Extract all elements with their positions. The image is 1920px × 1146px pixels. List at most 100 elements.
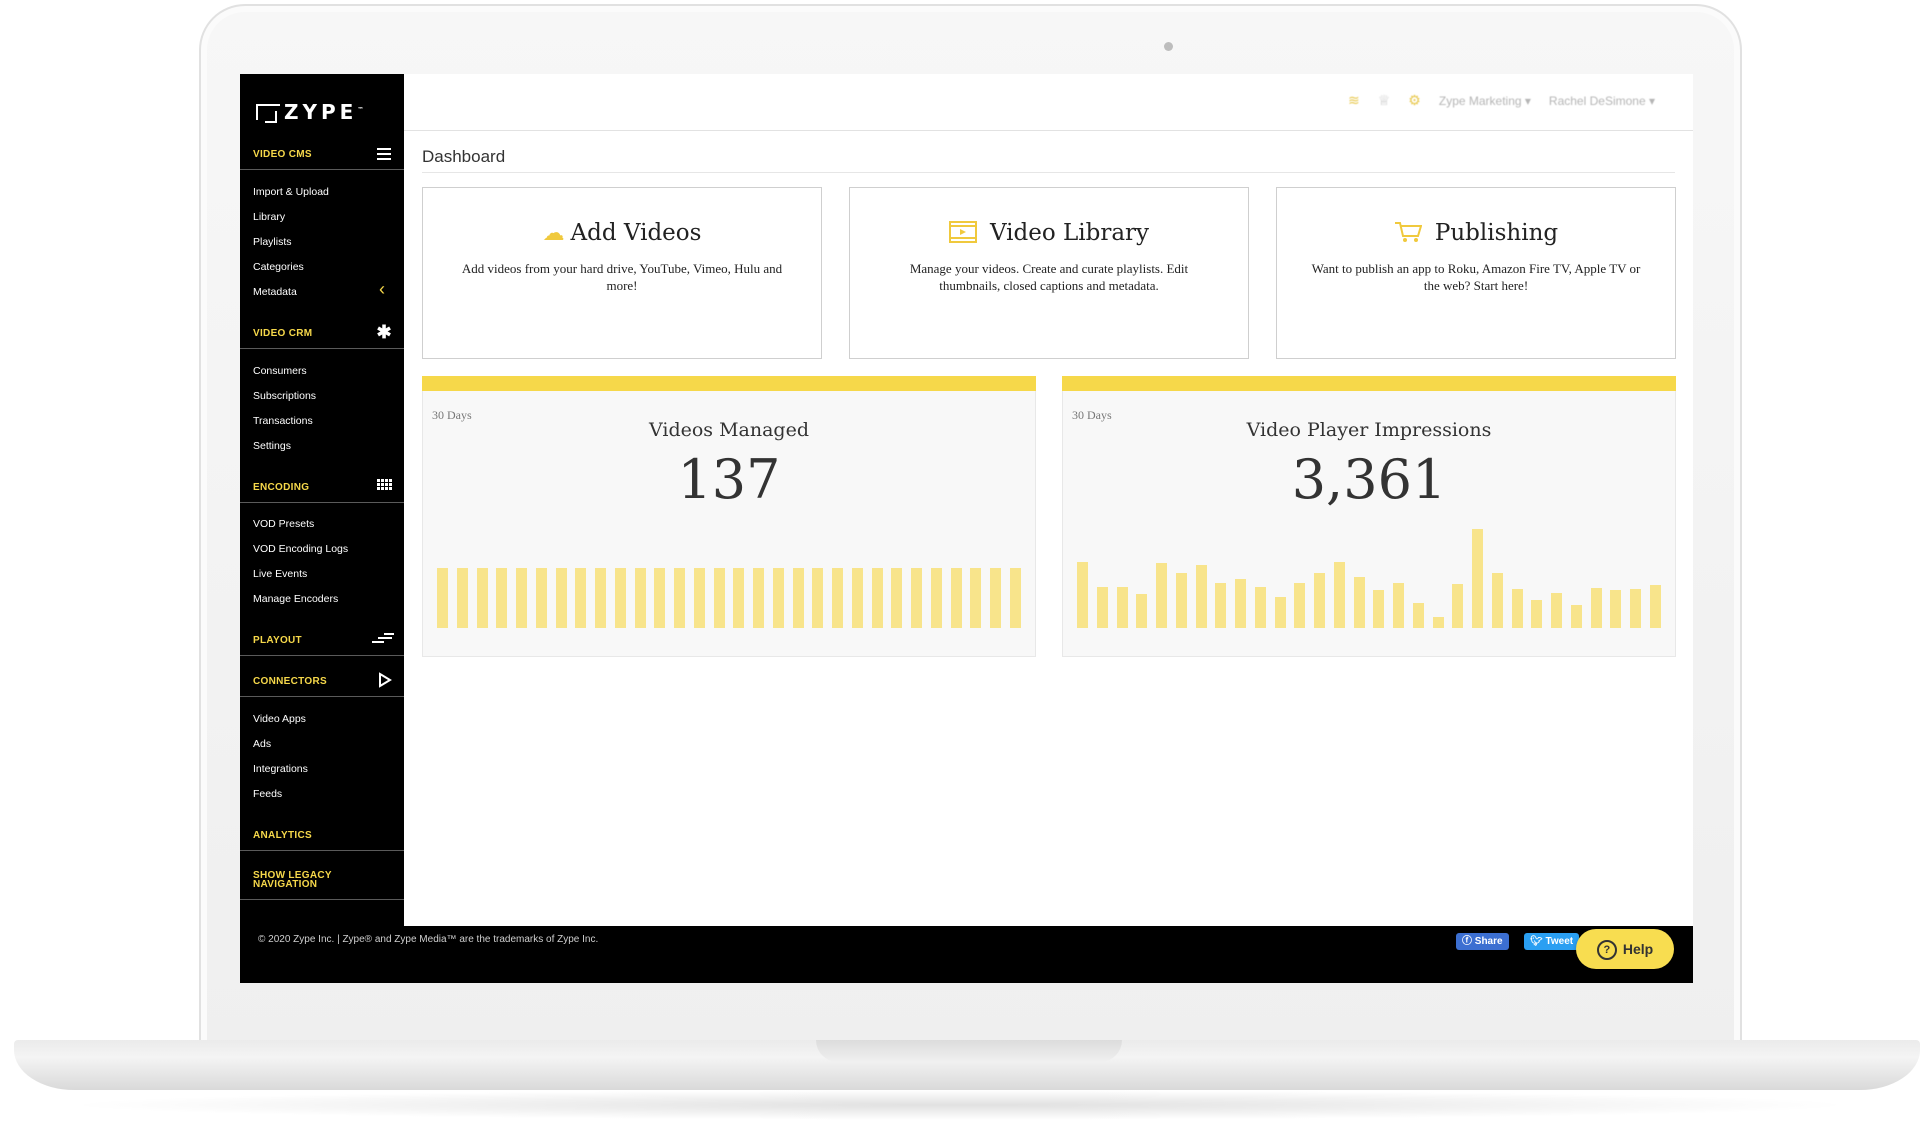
sparkline-bar — [753, 568, 764, 628]
sparkline-bar — [930, 568, 942, 628]
sparkline-bar — [1511, 589, 1523, 628]
sparkline-bar — [1610, 590, 1622, 628]
sparkline-bar — [1570, 605, 1582, 628]
laptop-notch — [816, 1040, 1122, 1062]
sparkline-bar — [1175, 573, 1187, 628]
sparkline-bar — [733, 568, 745, 628]
section-label: ENCODING — [253, 482, 310, 493]
sparkline-bar — [812, 568, 824, 628]
tweet-button[interactable]: 🐦︎ Tweet — [1524, 933, 1580, 950]
user-menu[interactable]: Rachel DeSimone ▾ — [1548, 93, 1655, 108]
card-video-library[interactable]: Video Library Manage your videos. Create… — [849, 187, 1249, 359]
sparkline-bar — [1353, 577, 1365, 628]
sparkline-bar — [1314, 573, 1325, 628]
title-divider — [422, 172, 1675, 173]
collapse-chevron-icon[interactable]: ‹ — [379, 279, 385, 299]
hamburger-icon[interactable] — [376, 145, 392, 161]
sidebar-item-live-events[interactable]: Live Events — [253, 568, 308, 580]
question-icon: ? — [1596, 940, 1617, 961]
sparkline-bar — [1136, 594, 1148, 628]
app-screen: ZYPE™ VIDEO CMS Import & Upload Library … — [240, 74, 1693, 983]
sparkline-bar — [1235, 579, 1246, 628]
sparkline-bar — [476, 568, 488, 628]
settings-icon[interactable]: ⚙ — [1408, 92, 1421, 108]
sidebar-item-vod-encoding-logs[interactable]: VOD Encoding Logs — [253, 543, 349, 555]
twitter-bird-icon: 🐦︎ — [1530, 936, 1546, 947]
card-title: Publishing — [1277, 220, 1675, 246]
sidebar-section-playout[interactable]: PLAYOUT — [240, 623, 404, 656]
zype-logo[interactable]: ZYPE™ — [256, 100, 363, 124]
sparkline-bar — [1373, 590, 1385, 628]
sparkline-bar — [1156, 563, 1167, 628]
sparkline-bar — [1649, 585, 1661, 628]
sidebar-show-legacy-navigation[interactable]: SHOW LEGACY NAVIGATION — [240, 859, 404, 900]
sidebar-item-categories[interactable]: Categories — [253, 261, 304, 273]
help-button[interactable]: ? Help — [1576, 929, 1674, 969]
laptop-shadow — [60, 1090, 1860, 1120]
sidebar-item-vod-presets[interactable]: VOD Presets — [253, 518, 315, 530]
sparkline-bar — [555, 568, 567, 628]
sparkline-bar — [970, 568, 982, 628]
stat-panel-video-player-impressions: 30 Days Video Player Impressions 3,361 — [1062, 376, 1676, 657]
sidebar-item-ads[interactable]: Ads — [253, 738, 272, 750]
sidebar-item-video-apps[interactable]: Video Apps — [253, 713, 306, 725]
sparkline-bar — [437, 568, 448, 628]
sidebar-section-encoding[interactable]: ENCODING — [240, 470, 404, 503]
facebook-share-button[interactable]: ⓕ Share — [1456, 933, 1509, 950]
film-icon — [948, 221, 984, 246]
sidebar-section-video-crm[interactable]: VIDEO CRM ✱ — [240, 316, 404, 349]
sparkline-bar — [772, 568, 784, 628]
sparkline-bar — [456, 568, 468, 628]
sparkline-bar — [1590, 588, 1602, 628]
stairs-icon[interactable] — [370, 631, 394, 647]
card-description: Add videos from your hard drive, YouTube… — [461, 261, 783, 293]
sparkline-bar — [1096, 587, 1108, 628]
card-publishing[interactable]: Publishing Want to publish an app to Rok… — [1276, 187, 1676, 359]
sidebar-item-import-upload[interactable]: Import & Upload — [253, 186, 329, 198]
sparkline-bar — [1432, 617, 1444, 628]
sparkline-bars — [437, 528, 1021, 628]
panel-value: 3,361 — [1291, 448, 1447, 511]
sparkline-bar — [654, 568, 666, 628]
sparkline-bar — [1393, 583, 1404, 628]
sparkline-bar — [1077, 562, 1088, 628]
sidebar-item-library[interactable]: Library — [253, 211, 286, 223]
sidebar-section-connectors[interactable]: CONNECTORS — [240, 664, 404, 697]
top-bar: ≋ ♕ ⚙ Zype Marketing ▾ Rachel DeSimone ▾ — [404, 74, 1693, 131]
grid-icon[interactable] — [376, 478, 392, 494]
sparkline-bar — [792, 568, 804, 628]
sidebar-item-subscriptions[interactable]: Subscriptions — [253, 390, 317, 402]
footer: © 2020 Zype Inc. | Zype® and Zype Media™… — [240, 926, 1693, 983]
sparkline-bar — [1630, 589, 1641, 628]
sidebar-item-manage-encoders[interactable]: Manage Encoders — [253, 593, 339, 605]
section-label: PLAYOUT — [253, 635, 302, 646]
account-switcher[interactable]: Zype Marketing ▾ — [1438, 93, 1531, 108]
sidebar-item-transactions[interactable]: Transactions — [253, 415, 313, 427]
sparkline-bar — [990, 568, 1001, 628]
sidebar-item-feeds[interactable]: Feeds — [253, 788, 283, 800]
play-icon[interactable] — [376, 672, 392, 688]
sparkline-bar — [851, 568, 863, 628]
trophy-icon[interactable]: ♕ — [1377, 92, 1391, 108]
sidebar-section-analytics[interactable]: ANALYTICS — [240, 818, 404, 851]
sparkline-bar — [575, 568, 587, 628]
stat-panel-videos-managed: 30 Days Videos Managed 137 — [422, 376, 1036, 657]
sparkline-bar — [693, 568, 705, 628]
sparkline-bar — [871, 568, 883, 628]
section-label: CONNECTORS — [253, 676, 327, 687]
asterisk-icon[interactable]: ✱ — [376, 322, 392, 342]
section-label: SHOW LEGACY NAVIGATION — [253, 870, 332, 890]
panel-value: 137 — [677, 448, 781, 511]
sidebar-section-video-cms[interactable]: VIDEO CMS — [240, 137, 404, 170]
camera-dot — [1164, 42, 1173, 51]
sidebar-item-integrations[interactable]: Integrations — [253, 763, 308, 775]
stack-icon[interactable]: ≋ — [1348, 92, 1360, 108]
sparkline-bar — [1333, 562, 1345, 628]
sidebar-item-metadata[interactable]: Metadata — [253, 286, 297, 298]
panel-accent-bar — [1062, 376, 1676, 391]
card-add-videos[interactable]: ☁ Add Videos Add videos from your hard dr… — [422, 187, 822, 359]
sidebar: ZYPE™ VIDEO CMS Import & Upload Library … — [240, 74, 404, 926]
sidebar-item-playlists[interactable]: Playlists — [253, 236, 292, 248]
sidebar-item-settings[interactable]: Settings — [253, 440, 291, 452]
sidebar-item-consumers[interactable]: Consumers — [253, 365, 307, 377]
